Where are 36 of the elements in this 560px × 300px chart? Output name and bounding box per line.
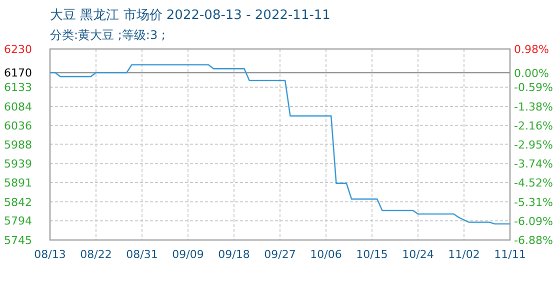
y2-tick-label: -4.52% bbox=[514, 176, 553, 190]
y-tick-label: 6230 bbox=[4, 43, 32, 56]
x-tick-label: 11/02 bbox=[448, 248, 480, 261]
x-tick-label: 08/22 bbox=[80, 248, 112, 261]
x-tick-label: 09/18 bbox=[218, 248, 250, 261]
chart-title: 大豆 黑龙江 市场价 2022-08-13 - 2022-11-11 bbox=[50, 8, 330, 23]
x-tick-label: 09/09 bbox=[172, 248, 204, 261]
y2-tick-label: -3.74% bbox=[514, 158, 553, 171]
y2-tick-label: 0.00% bbox=[514, 66, 549, 80]
y2-tick-label: -2.95% bbox=[514, 138, 553, 152]
y-tick-label: 6036 bbox=[4, 119, 32, 132]
y-tick-label: 6133 bbox=[4, 81, 32, 94]
y2-tick-label: -6.09% bbox=[514, 214, 553, 228]
y2-tick-label: -2.16% bbox=[514, 119, 553, 132]
y2-tick-label: -0.59% bbox=[514, 81, 553, 94]
y-tick-label: 6084 bbox=[4, 100, 32, 114]
x-tick-label: 10/15 bbox=[356, 248, 388, 261]
y-tick-label: 5988 bbox=[4, 138, 32, 152]
chart-subtitle: 分类:黄大豆 ;等级:3 ; bbox=[50, 28, 166, 42]
x-tick-label: 08/13 bbox=[34, 248, 66, 261]
y-tick-label: 5842 bbox=[4, 196, 32, 209]
line-series bbox=[49, 64, 511, 225]
y-tick-label: 5745 bbox=[4, 234, 32, 247]
y-tick-label: 5939 bbox=[4, 158, 32, 171]
y-tick-label: 5891 bbox=[4, 176, 32, 190]
y2-tick-label: 0.98% bbox=[514, 43, 549, 56]
x-tick-label: 11/11 bbox=[494, 248, 526, 261]
x-tick-label: 10/24 bbox=[402, 248, 434, 261]
x-tick-label: 08/31 bbox=[126, 248, 158, 261]
x-tick-label: 09/27 bbox=[264, 248, 296, 261]
y-tick-label: 6170 bbox=[4, 66, 32, 80]
y2-tick-label: -6.88% bbox=[514, 234, 553, 247]
y2-tick-label: -5.31% bbox=[514, 196, 553, 209]
x-tick-label: 10/06 bbox=[310, 248, 342, 261]
y-tick-label: 5794 bbox=[4, 214, 32, 228]
y2-tick-label: -1.38% bbox=[514, 100, 553, 114]
